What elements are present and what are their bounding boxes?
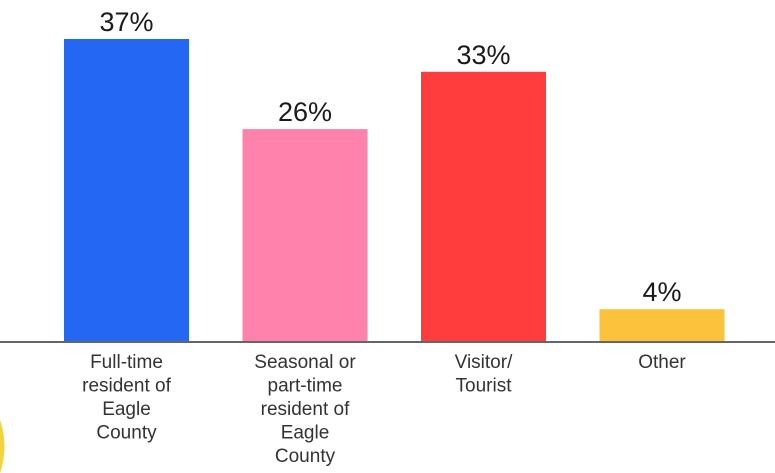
value-label-1: 37%: [99, 7, 153, 37]
category-label-1-line-2: resident of: [82, 376, 171, 397]
category-label-2-line-4: Eagle: [281, 423, 330, 444]
category-label-1-line-4: County: [96, 423, 157, 444]
category-label-2-line-1: Seasonal or: [254, 352, 356, 373]
category-label-2-line-2: part-time: [268, 376, 343, 397]
corner-decoration: [0, 420, 5, 473]
bar-1: [64, 39, 189, 342]
category-label-2-line-5: County: [275, 446, 336, 467]
bar-2: [242, 129, 368, 342]
category-label-3-line-1: Visitor/: [455, 352, 513, 373]
category-label-1-line-3: Eagle: [102, 399, 151, 420]
bar-4: [599, 309, 725, 342]
category-label-4-line-1: Other: [638, 352, 686, 373]
value-labels-group: 37% 26% 33% 4%: [99, 7, 681, 307]
value-label-2: 26%: [278, 97, 332, 127]
category-label-3-line-2: Tourist: [456, 376, 513, 397]
bars-group: [64, 39, 725, 343]
bar-3: [421, 71, 546, 343]
value-label-3: 33%: [456, 40, 510, 70]
category-label-1-line-1: Full-time: [90, 352, 163, 373]
value-label-4: 4%: [642, 277, 681, 307]
category-label-2-line-3: resident of: [261, 399, 350, 420]
